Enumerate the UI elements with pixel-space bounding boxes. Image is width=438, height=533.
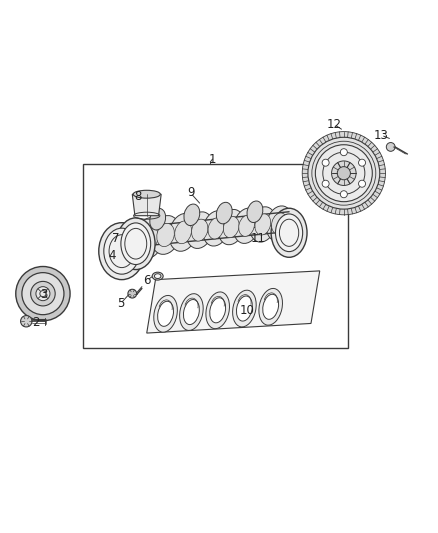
Text: 10: 10 — [240, 304, 255, 317]
Ellipse shape — [99, 223, 145, 280]
Ellipse shape — [272, 213, 287, 234]
Ellipse shape — [152, 272, 163, 280]
Ellipse shape — [233, 208, 260, 244]
Ellipse shape — [104, 228, 140, 274]
Circle shape — [359, 180, 366, 187]
Ellipse shape — [206, 292, 230, 329]
Circle shape — [21, 316, 32, 327]
Circle shape — [315, 145, 372, 201]
Ellipse shape — [180, 294, 203, 330]
Text: 2: 2 — [32, 316, 40, 329]
Ellipse shape — [210, 298, 226, 323]
Ellipse shape — [233, 290, 256, 327]
Bar — [83, 164, 348, 348]
Text: 8: 8 — [134, 190, 141, 203]
Circle shape — [332, 161, 356, 185]
Text: 3: 3 — [40, 288, 47, 302]
Circle shape — [340, 149, 347, 156]
Text: 7: 7 — [112, 231, 120, 245]
Text: 5: 5 — [117, 297, 124, 310]
Ellipse shape — [140, 226, 158, 251]
Circle shape — [302, 132, 385, 215]
Polygon shape — [132, 194, 161, 216]
Ellipse shape — [169, 213, 197, 251]
Ellipse shape — [158, 301, 173, 326]
Ellipse shape — [239, 215, 254, 236]
Circle shape — [359, 159, 366, 166]
Ellipse shape — [191, 219, 208, 241]
Circle shape — [31, 281, 55, 306]
Text: 9: 9 — [187, 187, 194, 199]
Polygon shape — [147, 271, 320, 333]
Circle shape — [340, 191, 347, 198]
Circle shape — [16, 266, 70, 321]
Ellipse shape — [237, 296, 252, 321]
Ellipse shape — [250, 207, 276, 242]
Text: 11: 11 — [251, 231, 266, 245]
Ellipse shape — [266, 206, 293, 241]
Ellipse shape — [276, 214, 303, 252]
Ellipse shape — [157, 223, 174, 247]
Ellipse shape — [216, 203, 232, 224]
Ellipse shape — [247, 201, 263, 222]
Ellipse shape — [218, 209, 244, 245]
Ellipse shape — [208, 218, 224, 239]
Text: 13: 13 — [374, 128, 389, 142]
Ellipse shape — [186, 212, 213, 248]
Ellipse shape — [184, 204, 200, 225]
Circle shape — [322, 159, 329, 166]
Ellipse shape — [255, 214, 271, 235]
Ellipse shape — [121, 223, 151, 264]
Ellipse shape — [259, 288, 283, 325]
Circle shape — [22, 273, 64, 314]
Text: 6: 6 — [143, 274, 151, 287]
Text: 4: 4 — [108, 249, 116, 262]
Circle shape — [128, 289, 137, 298]
Ellipse shape — [263, 294, 279, 319]
Ellipse shape — [133, 190, 160, 198]
Circle shape — [36, 287, 50, 301]
Ellipse shape — [223, 216, 239, 238]
Circle shape — [308, 138, 380, 209]
Ellipse shape — [151, 215, 180, 254]
Ellipse shape — [154, 274, 161, 279]
Ellipse shape — [203, 211, 229, 246]
Ellipse shape — [271, 208, 307, 257]
Text: 1: 1 — [208, 152, 216, 166]
Circle shape — [322, 180, 329, 187]
Ellipse shape — [184, 300, 199, 325]
Circle shape — [386, 142, 395, 151]
Ellipse shape — [150, 208, 166, 230]
Circle shape — [337, 167, 350, 180]
Text: 12: 12 — [326, 118, 341, 131]
Ellipse shape — [175, 221, 191, 244]
Ellipse shape — [134, 217, 164, 259]
Ellipse shape — [117, 218, 155, 270]
Ellipse shape — [154, 295, 177, 332]
